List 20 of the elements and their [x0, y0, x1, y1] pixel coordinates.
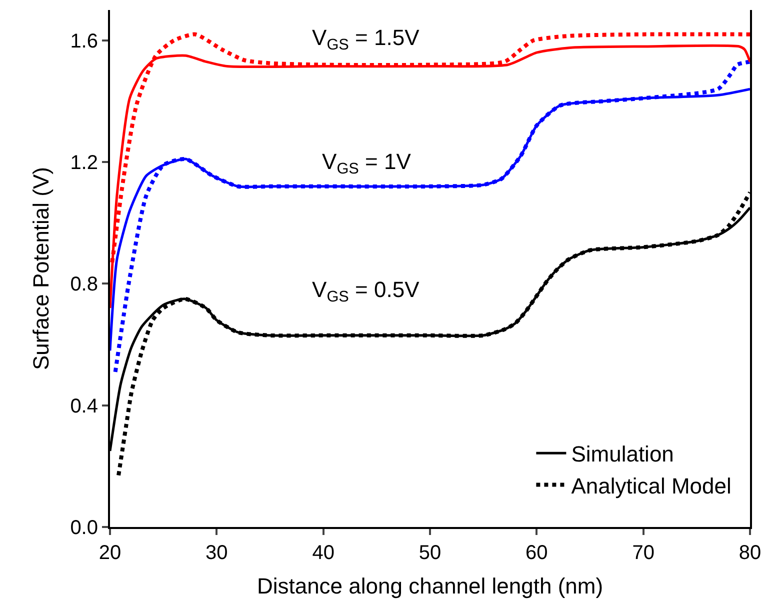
annotation: V$_{GS}$ = 1V: [322, 149, 412, 178]
legend-label: Analytical Model: [571, 473, 732, 498]
annotation: V$_{GS}$ = 1.5V: [312, 25, 420, 54]
x-tick-label: 60: [526, 542, 548, 564]
line-series: [113, 60, 750, 374]
y-tick-label: 1.6: [70, 30, 98, 52]
x-tick-label: 80: [738, 542, 762, 564]
y-axis-title: Surface Potential (V): [28, 167, 54, 370]
y-tick-label: 0.8: [70, 274, 98, 296]
x-tick-label: 20: [98, 542, 122, 564]
legend-label: Simulation: [571, 442, 674, 467]
x-tick-label: 40: [312, 542, 334, 564]
y-tick-label: 1.2: [70, 152, 98, 174]
x-tick-label: 70: [632, 542, 654, 564]
annotation: V$_{GS}$ = 0.5V: [312, 277, 420, 306]
x-tick-label: 50: [418, 542, 442, 564]
y-tick-label: 0.0: [70, 517, 98, 539]
y-tick-label: 0.4: [70, 395, 98, 418]
x-tick-label: 30: [206, 542, 228, 564]
x-axis-title: Distance along channel length (nm): [256, 573, 604, 598]
